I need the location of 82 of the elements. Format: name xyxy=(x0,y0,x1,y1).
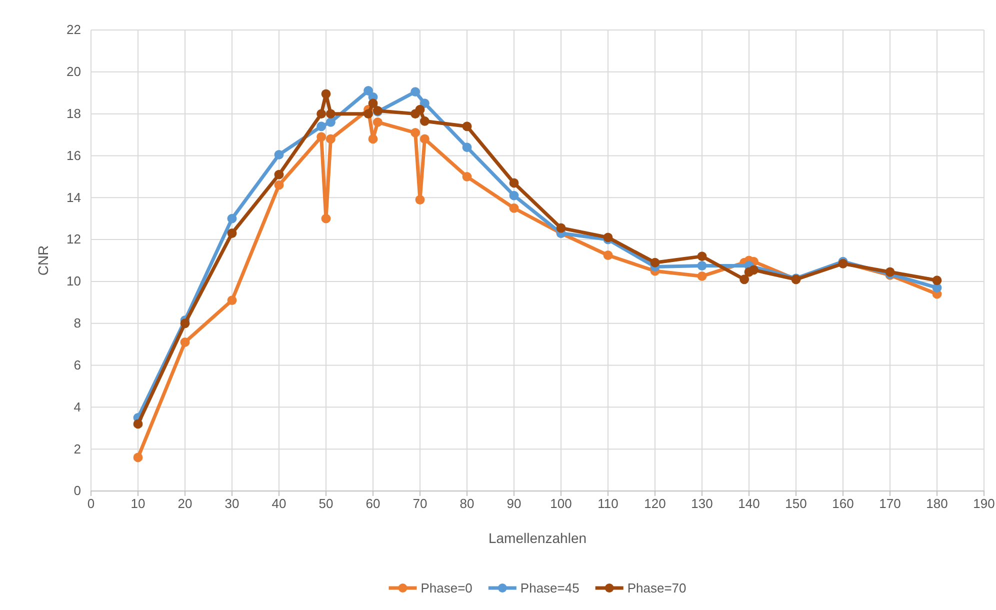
x-tick-label: 100 xyxy=(550,496,572,512)
point xyxy=(321,89,331,99)
legend-label: Phase=70 xyxy=(627,580,686,596)
point xyxy=(410,87,420,97)
x-tick-label: 160 xyxy=(832,496,854,512)
point xyxy=(462,122,472,132)
x-tick-label: 60 xyxy=(366,496,380,512)
y-axis-title: CNR xyxy=(35,245,51,276)
x-axis-title: Lamellenzahlen xyxy=(488,530,587,546)
y-tick-label: 20 xyxy=(66,64,81,80)
point xyxy=(364,86,374,96)
point xyxy=(603,250,613,260)
point xyxy=(321,214,331,224)
point xyxy=(133,419,143,429)
x-tick-label: 80 xyxy=(460,496,474,512)
point xyxy=(415,195,425,204)
x-tick-label: 190 xyxy=(973,496,995,512)
x-tick-label: 40 xyxy=(272,496,286,512)
point xyxy=(180,318,190,328)
x-tick-label: 170 xyxy=(879,496,901,512)
point xyxy=(932,276,942,286)
x-tick-label: 140 xyxy=(738,496,760,512)
point xyxy=(740,274,750,284)
point xyxy=(326,109,336,119)
point xyxy=(415,104,425,114)
point xyxy=(372,117,382,127)
point xyxy=(326,134,336,144)
legend-label: Phase=45 xyxy=(520,580,580,596)
y-tick-label: 16 xyxy=(66,148,81,163)
point xyxy=(748,265,758,275)
y-tick-label: 6 xyxy=(74,357,81,372)
point xyxy=(133,452,143,462)
y-tick-label: 22 xyxy=(66,22,81,38)
x-tick-label: 70 xyxy=(412,496,428,512)
point xyxy=(697,272,707,281)
x-tick-label: 20 xyxy=(178,496,192,512)
point xyxy=(274,150,284,160)
point xyxy=(316,122,326,132)
point xyxy=(227,228,237,238)
point xyxy=(509,203,519,213)
point xyxy=(697,252,707,262)
x-tick-label: 10 xyxy=(130,496,146,512)
point xyxy=(180,338,190,347)
y-tick-label: 2 xyxy=(74,441,81,456)
legend-label: Phase=0 xyxy=(420,580,472,596)
point xyxy=(274,170,284,180)
y-tick-label: 4 xyxy=(74,399,81,414)
point xyxy=(326,117,336,127)
y-tick-label: 18 xyxy=(66,106,81,121)
point xyxy=(368,134,378,144)
x-tick-label: 130 xyxy=(691,496,713,512)
point xyxy=(556,223,566,233)
point xyxy=(509,190,519,200)
point xyxy=(274,180,284,190)
x-tick-label: 110 xyxy=(598,496,618,512)
point xyxy=(410,128,420,138)
point xyxy=(316,109,326,119)
y-tick-label: 12 xyxy=(66,232,81,247)
x-tick-label: 180 xyxy=(926,496,948,512)
x-tick-label: 50 xyxy=(318,496,334,512)
y-tick-label: 10 xyxy=(66,274,81,289)
y-tick-label: 8 xyxy=(74,316,81,331)
point xyxy=(364,109,374,119)
point xyxy=(697,261,707,270)
y-tick-label: 0 xyxy=(74,483,81,498)
point xyxy=(316,132,326,142)
x-tick-label: 90 xyxy=(506,496,522,512)
point xyxy=(420,116,430,126)
x-tick-label: 0 xyxy=(87,496,95,512)
point xyxy=(509,178,519,188)
point xyxy=(462,172,472,182)
point xyxy=(227,214,237,224)
point xyxy=(420,134,430,144)
point xyxy=(650,258,660,268)
y-tick-label: 14 xyxy=(66,190,81,205)
point xyxy=(420,98,430,108)
point xyxy=(227,296,237,306)
point xyxy=(462,142,472,152)
point xyxy=(368,98,378,108)
x-tick-label: 150 xyxy=(785,496,807,512)
x-tick-label: 120 xyxy=(644,496,666,512)
x-tick-label: 30 xyxy=(224,496,240,512)
